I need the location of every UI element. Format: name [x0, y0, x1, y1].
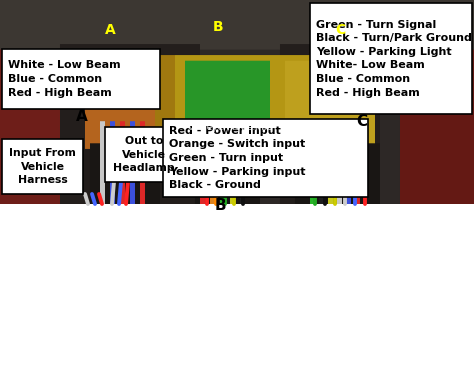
- Text: White - Low Beam
Blue - Common
Red - High Beam: White - Low Beam Blue - Common Red - Hig…: [8, 60, 120, 98]
- Bar: [163, 119, 368, 197]
- Text: C: C: [335, 23, 345, 37]
- Text: C: C: [356, 114, 367, 128]
- Text: B: B: [214, 198, 226, 212]
- Text: A: A: [105, 23, 115, 37]
- Bar: [105, 127, 183, 182]
- Bar: [2, 139, 83, 194]
- Text: © MeyerPlows.info: © MeyerPlows.info: [187, 123, 273, 132]
- Bar: [2, 49, 160, 109]
- Bar: [0, 204, 474, 389]
- Text: Out to
Vehicle
Headlamp: Out to Vehicle Headlamp: [113, 136, 175, 173]
- Text: Red - Power input
Orange - Switch input
Green - Turn input
Yellow - Parking inpu: Red - Power input Orange - Switch input …: [169, 126, 306, 190]
- Text: Input From
Vehicle
Harness: Input From Vehicle Harness: [9, 148, 76, 185]
- Text: A: A: [76, 109, 88, 123]
- Text: B: B: [213, 20, 223, 34]
- Text: Green - Turn Signal
Black - Turn/Park Ground
Yellow - Parking Light
White- Low B: Green - Turn Signal Black - Turn/Park Gr…: [316, 19, 472, 98]
- Bar: [310, 3, 472, 114]
